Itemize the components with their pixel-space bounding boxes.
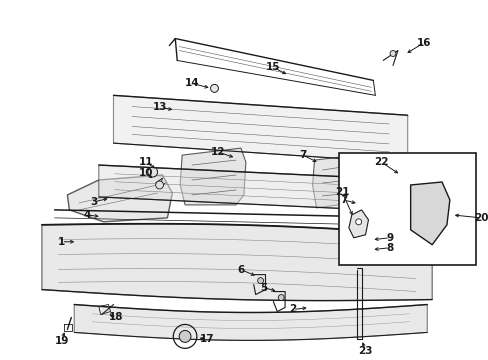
Text: 1: 1 bbox=[58, 237, 65, 247]
Polygon shape bbox=[312, 153, 376, 208]
Polygon shape bbox=[99, 165, 412, 212]
Circle shape bbox=[179, 330, 191, 342]
Text: 14: 14 bbox=[184, 78, 199, 88]
Polygon shape bbox=[74, 305, 427, 340]
Circle shape bbox=[359, 234, 367, 242]
Text: 18: 18 bbox=[109, 312, 123, 323]
Text: 3: 3 bbox=[90, 197, 97, 207]
Text: 23: 23 bbox=[358, 346, 372, 356]
Circle shape bbox=[155, 181, 163, 189]
Text: 15: 15 bbox=[265, 62, 280, 72]
Text: 11: 11 bbox=[138, 157, 153, 167]
Circle shape bbox=[147, 167, 157, 177]
Polygon shape bbox=[348, 210, 368, 238]
Polygon shape bbox=[113, 95, 407, 163]
Text: 20: 20 bbox=[473, 213, 488, 223]
Text: 16: 16 bbox=[416, 37, 431, 48]
Circle shape bbox=[210, 84, 218, 92]
Text: 4: 4 bbox=[83, 210, 90, 220]
Text: 8: 8 bbox=[386, 243, 393, 253]
Text: 2: 2 bbox=[289, 305, 296, 315]
Text: 19: 19 bbox=[54, 336, 68, 346]
Circle shape bbox=[389, 50, 395, 57]
Text: 7: 7 bbox=[340, 195, 347, 205]
Polygon shape bbox=[410, 182, 449, 245]
Polygon shape bbox=[180, 148, 245, 205]
Circle shape bbox=[278, 294, 284, 301]
Text: 13: 13 bbox=[153, 102, 167, 112]
Text: 6: 6 bbox=[237, 265, 244, 275]
Bar bbox=[338, 153, 475, 265]
Text: 9: 9 bbox=[386, 233, 393, 243]
Polygon shape bbox=[42, 224, 431, 301]
Circle shape bbox=[359, 244, 367, 252]
Circle shape bbox=[257, 278, 263, 284]
Polygon shape bbox=[67, 175, 172, 222]
Text: 21: 21 bbox=[334, 187, 348, 197]
Text: 12: 12 bbox=[211, 147, 225, 157]
Text: 10: 10 bbox=[138, 168, 153, 178]
Text: 17: 17 bbox=[199, 334, 214, 345]
Text: 5: 5 bbox=[260, 283, 266, 293]
Text: 7: 7 bbox=[299, 150, 306, 160]
Text: 22: 22 bbox=[373, 157, 387, 167]
Circle shape bbox=[355, 219, 361, 225]
